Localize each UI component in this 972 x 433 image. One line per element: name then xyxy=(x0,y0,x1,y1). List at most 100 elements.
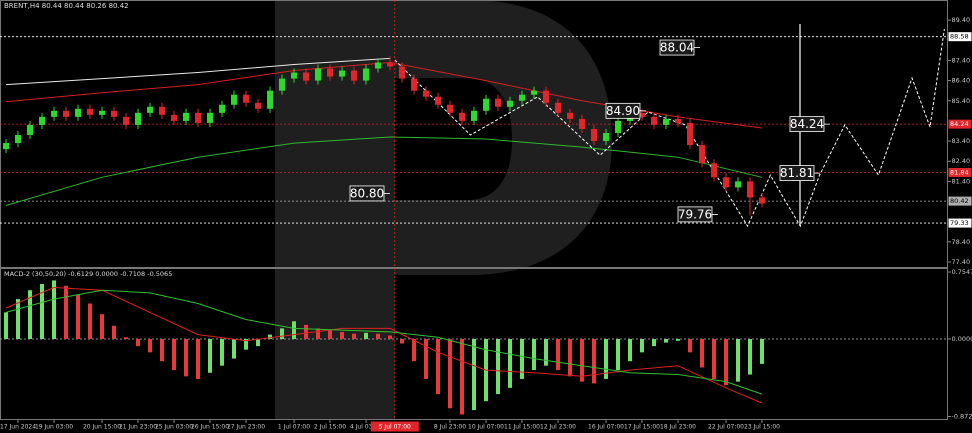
y-tick-label: 0.0000 xyxy=(952,335,972,343)
y-tick-label: 0.7547 xyxy=(952,268,972,276)
indicator-line xyxy=(5,286,763,404)
histogram-bar xyxy=(436,339,440,395)
x-tick-label: 2 Jul 15:00 xyxy=(314,424,346,431)
candle-body xyxy=(651,116,657,125)
histogram-bar xyxy=(508,339,512,388)
x-tick-label: 22 Jul 07:00 xyxy=(708,424,744,431)
histogram-bar xyxy=(724,339,728,386)
histogram-bar xyxy=(664,339,668,343)
candle-body xyxy=(603,132,609,142)
candle-body xyxy=(411,78,417,91)
candle-body xyxy=(663,118,669,125)
candle-body xyxy=(291,72,297,79)
x-tick-label: 26 Jun 15:00 xyxy=(191,424,229,431)
candle-body xyxy=(315,68,321,81)
y-tick-label: 82.40 xyxy=(952,157,971,165)
histogram-bar xyxy=(100,314,104,340)
histogram-bar xyxy=(544,339,548,366)
y-tick-label: 77.40 xyxy=(952,258,971,266)
price-label: 84.90 xyxy=(606,104,640,118)
candle-body xyxy=(183,112,189,121)
histogram-bar xyxy=(256,339,260,347)
price-label: 84.24 xyxy=(790,117,824,131)
x-tick-label: 17 Jun 2024 xyxy=(0,424,36,431)
candle-body xyxy=(399,66,405,79)
histogram-bar xyxy=(76,294,80,340)
histogram-bar xyxy=(604,339,608,379)
candle-body xyxy=(63,110,69,117)
histogram-bar xyxy=(712,339,716,379)
histogram-bar xyxy=(580,339,584,382)
macd-header: MACD-2 (30,50,20) -0.6129 0.0000 -0.7108… xyxy=(4,270,172,278)
y-tick-label: -0.8724 xyxy=(952,412,972,420)
x-tick-label: 27 Jun 23:00 xyxy=(227,424,265,431)
histogram-bar xyxy=(412,339,416,362)
histogram-bar xyxy=(688,339,692,353)
candle-body xyxy=(15,135,21,144)
level-label: 81.84 xyxy=(950,168,969,176)
candle-body xyxy=(387,62,393,67)
candle-body xyxy=(87,108,93,115)
candle-body xyxy=(123,116,129,125)
histogram-bar xyxy=(520,339,524,379)
candle-body xyxy=(699,145,705,164)
candle-body xyxy=(231,94,237,105)
main-panel-frame xyxy=(0,0,948,268)
candle-body xyxy=(99,110,105,115)
candle-body xyxy=(531,90,537,95)
histogram-bar xyxy=(700,339,704,368)
histogram-bar xyxy=(232,339,236,359)
x-tick-label: 21 Jun 23:00 xyxy=(119,424,157,431)
candle-body xyxy=(591,128,597,142)
candle-body xyxy=(111,110,117,117)
histogram-bar xyxy=(148,339,152,353)
candle-body xyxy=(207,112,213,123)
x-tick-label: 1 Jul 07:00 xyxy=(278,424,310,431)
histogram-bar xyxy=(460,339,464,415)
candle-body xyxy=(483,98,489,111)
indicator-line xyxy=(5,57,391,86)
candle-body xyxy=(327,68,333,77)
x-tick-label: 10 Jul 07:00 xyxy=(468,424,504,431)
candle-body xyxy=(363,68,369,81)
level-label-box xyxy=(948,218,972,228)
y-tick-label: 89.40 xyxy=(952,16,971,24)
histogram-bar xyxy=(532,339,536,371)
x-tick-label: 11 Jul 15:00 xyxy=(504,424,540,431)
y-tick-label: 85.40 xyxy=(952,97,971,105)
candle-body xyxy=(423,90,429,97)
histogram-bar xyxy=(652,339,656,347)
indicator-line xyxy=(5,136,763,206)
candle-body xyxy=(159,106,165,115)
candle-body xyxy=(279,78,285,91)
price-label: 81.81 xyxy=(780,166,814,180)
histogram-bar xyxy=(640,339,644,353)
price-label: 88.04 xyxy=(660,41,694,55)
candle-body xyxy=(471,110,477,121)
x-tick-label: 17 Jul 15:00 xyxy=(624,424,660,431)
histogram-bar xyxy=(208,339,212,373)
histogram-bar xyxy=(568,339,572,377)
y-tick-label: 87.40 xyxy=(952,56,971,64)
histogram-bar xyxy=(88,303,92,340)
watermark-logo xyxy=(275,0,612,420)
price-label: 80.80 xyxy=(350,186,384,200)
histogram-bar xyxy=(172,339,176,371)
histogram-bar xyxy=(40,283,44,340)
histogram-bar xyxy=(388,335,392,340)
y-tick-label: 86.40 xyxy=(952,77,971,85)
histogram-bar xyxy=(4,312,8,340)
candle-body xyxy=(519,94,525,101)
level-label-box xyxy=(948,167,972,177)
level-label: 84.24 xyxy=(950,120,969,128)
histogram-bar xyxy=(448,339,452,409)
forecast-line xyxy=(394,28,945,228)
histogram-bar xyxy=(160,339,164,362)
histogram-bar xyxy=(628,339,632,362)
y-tick-label: 81.40 xyxy=(952,177,971,185)
candle-body xyxy=(255,102,261,109)
histogram-bar xyxy=(376,333,380,340)
histogram-bar xyxy=(760,339,764,364)
histogram-bar xyxy=(556,339,560,371)
